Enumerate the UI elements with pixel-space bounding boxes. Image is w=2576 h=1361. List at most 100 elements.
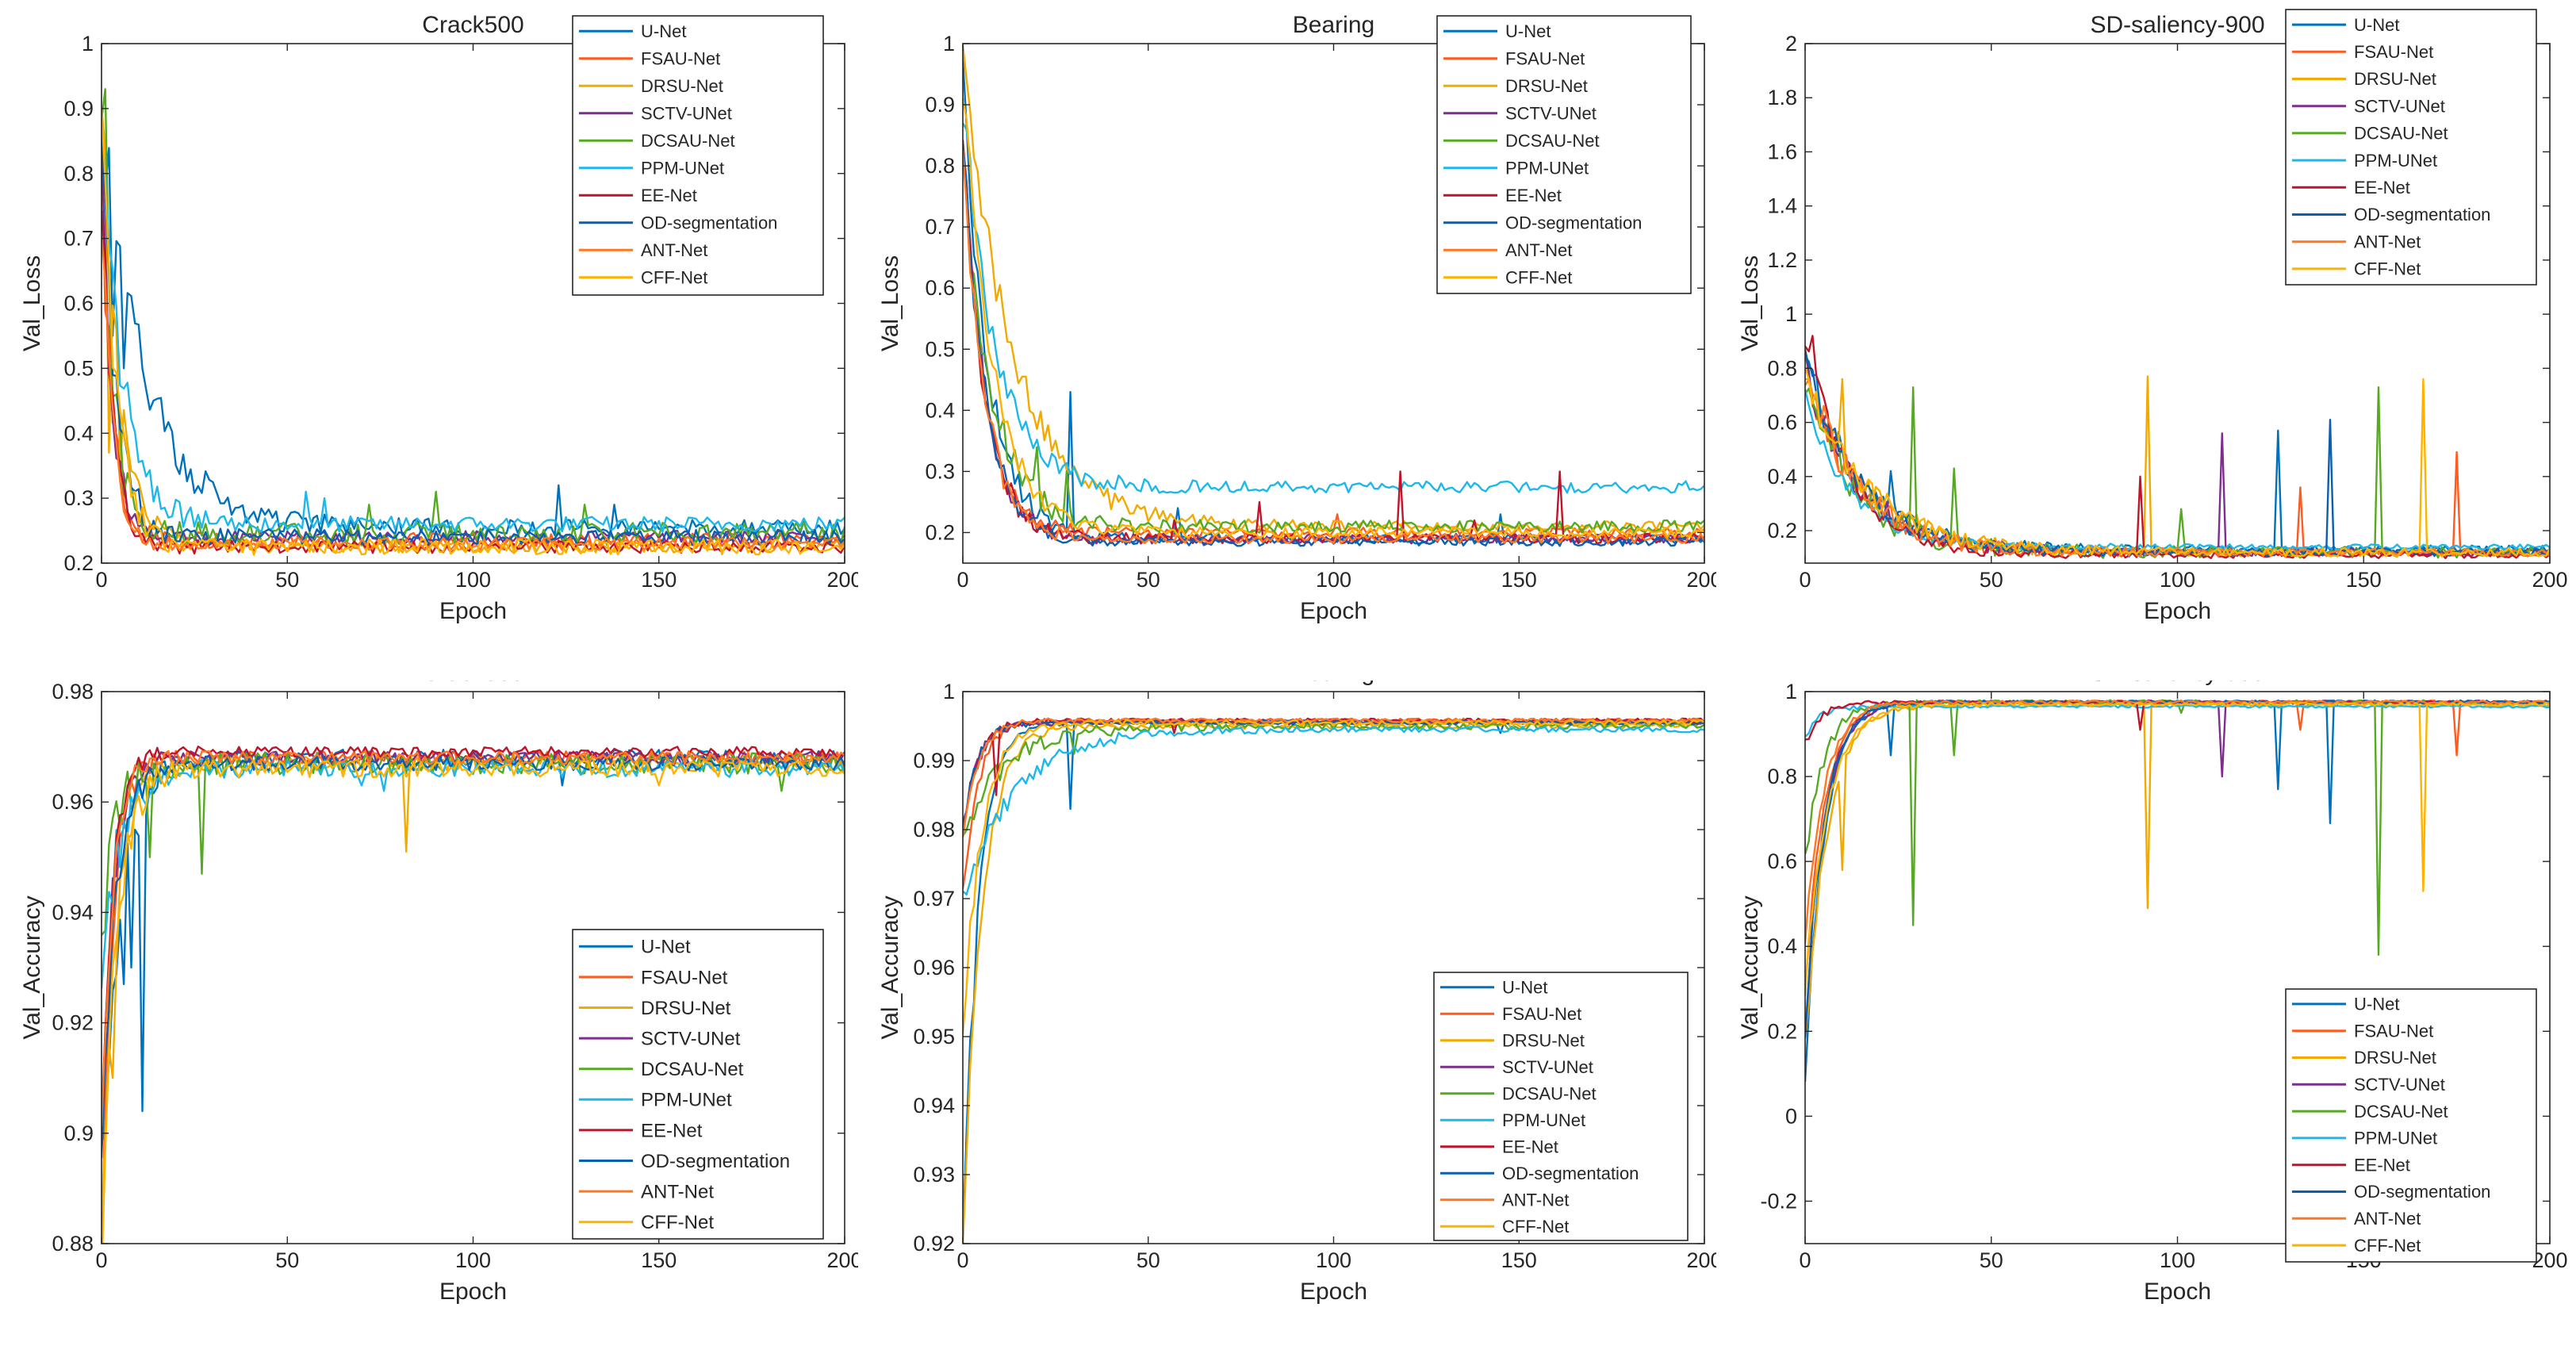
legend-label: OD-segmentation (641, 213, 777, 232)
legend-label: EE-Net (641, 186, 697, 205)
y-tick-label: 1 (1785, 302, 1797, 326)
legend-label: ANT-Net (1502, 1190, 1569, 1210)
series-lines (102, 88, 845, 556)
x-tick-label: 50 (1137, 568, 1160, 592)
legend-label: FSAU-Net (2354, 42, 2433, 62)
x-tick-label: 0 (95, 1248, 107, 1272)
y-tick-label: 0.93 (913, 1163, 955, 1187)
x-axis-label: Epoch (439, 598, 507, 624)
chart-title: SD-saliency-900 (2090, 680, 2264, 686)
y-tick-label: 1 (1785, 680, 1797, 704)
y-tick-label: 0.99 (913, 749, 955, 773)
x-axis-label: Epoch (1300, 598, 1367, 624)
y-tick-label: 1.4 (1767, 194, 1797, 218)
legend-label: SCTV-UNet (2354, 96, 2445, 116)
y-axis-label: Val_Loss (877, 255, 903, 351)
x-tick-label: 0 (95, 568, 107, 592)
y-tick-label: 0.7 (925, 215, 955, 239)
y-tick-label: 0.98 (52, 680, 94, 704)
legend: U-Net FSAU-Net DRSU-Net SCTV-UNet DCSAU-Net P… (572, 929, 824, 1240)
y-tick-label: 0.9 (63, 1121, 94, 1145)
legend-box (572, 15, 824, 296)
y-tick-label: 0.8 (925, 154, 955, 178)
y-axis-label: Val_Loss (19, 255, 45, 351)
legend-label: DCSAU-Net (641, 1059, 744, 1080)
chart-title: Bearing (1293, 680, 1374, 686)
y-tick-label: 0.5 (63, 356, 94, 380)
legend-label: SCTV-UNet (641, 1029, 741, 1050)
legend-label: DCSAU-Net (2354, 124, 2448, 144)
y-tick-label: 0.6 (1767, 411, 1797, 435)
y-tick-label: 0.98 (913, 818, 955, 842)
series-line-cff-net (1805, 366, 2550, 558)
legend-label: DCSAU-Net (1502, 1083, 1597, 1103)
y-tick-label: 0.6 (925, 276, 955, 300)
y-tick-label: 0.4 (925, 398, 955, 422)
series-line-cff-net (102, 109, 845, 556)
legend-label: EE-Net (1505, 186, 1562, 205)
x-tick-label: 0 (1799, 568, 1811, 592)
y-tick-label: 0.96 (52, 790, 94, 814)
series-line-dcsau-net (963, 150, 1704, 534)
y-tick-label: 1.6 (1767, 140, 1797, 163)
legend-label: SCTV-UNet (2354, 1075, 2445, 1095)
series-line-cff-net (963, 98, 1704, 539)
series-line-cff-net (1805, 701, 2550, 996)
x-tick-label: 200 (826, 568, 858, 592)
x-tick-label: 100 (455, 568, 491, 592)
y-axis-label: Val_Loss (1737, 255, 1763, 351)
x-tick-label: 150 (2346, 568, 2382, 592)
x-tick-label: 200 (1686, 568, 1716, 592)
y-axis-label: Val_Accuracy (19, 895, 45, 1039)
x-tick-label: 100 (2160, 1248, 2195, 1272)
x-tick-label: 100 (1316, 568, 1351, 592)
y-tick-label: 0.96 (913, 956, 955, 980)
legend-label: FSAU-Net (1502, 1004, 1581, 1024)
legend-box (2285, 988, 2537, 1263)
chart-bearing-loss: 0 50 100 150 200 0.2 0.3 0.4 0.5 0.6 0.7 0.8 0.9 1 Bea… (877, 12, 1716, 624)
legend-label: DCSAU-Net (641, 131, 735, 151)
y-tick-label: 0.4 (1767, 934, 1797, 958)
x-tick-label: 50 (1137, 1248, 1160, 1272)
legend: U-Net FSAU-Net DRSU-Net SCTV-UNet DCSAU-Net P… (1436, 15, 1692, 294)
legend-label: OD-segmentation (1505, 213, 1642, 232)
legend-label: FSAU-Net (641, 48, 720, 68)
legend-label: OD-segmentation (641, 1151, 790, 1172)
y-tick-label: 0.92 (913, 1232, 955, 1256)
x-tick-label: 100 (455, 1248, 491, 1272)
chart-bearing-accuracy: 0 50 100 150 200 0.92 0.93 0.94 0.95 0.96 0.97 0.98… (877, 680, 1716, 1305)
y-tick-label: 0 (1785, 1104, 1797, 1128)
x-tick-label: 200 (2532, 568, 2567, 592)
x-tick-label: 150 (1501, 1248, 1537, 1272)
legend-label: DCSAU-Net (2354, 1102, 2448, 1121)
series-line-ppm-unet (963, 726, 1704, 895)
x-tick-label: 0 (1799, 1248, 1811, 1272)
series-line-ant-net (963, 150, 1704, 545)
y-tick-label: -0.2 (1760, 1189, 1797, 1213)
y-tick-label: 0.2 (1767, 1019, 1797, 1043)
x-tick-label: 0 (956, 568, 968, 592)
series-line-cff-net (102, 759, 845, 1244)
chart-sd-saliency-900-loss: 0 50 100 150 200 0.2 0.4 0.6 0.8 1 1.2 1.4 1.6 1.8 2 SD… (1737, 9, 2568, 624)
x-tick-label: 150 (641, 568, 677, 592)
legend-label: FSAU-Net (641, 967, 728, 988)
series-lines (102, 746, 845, 1244)
legend-label: ANT-Net (1505, 240, 1572, 260)
legend-label: DCSAU-Net (1505, 131, 1600, 151)
series-line-ant-net (1805, 378, 2550, 558)
legend-label: PPM-UNet (2354, 1129, 2437, 1148)
y-tick-label: 0.97 (913, 887, 955, 911)
chart-sd-saliency-900-accuracy: 050100150200-0.200.20.40.60.81SD-salienc… (1737, 680, 2568, 1305)
series-line-ppm-unet (963, 122, 1704, 494)
series-line-ant-net (102, 750, 845, 1127)
y-tick-label: 1.8 (1767, 86, 1797, 109)
y-tick-label: 0.8 (63, 162, 94, 186)
legend-label: PPM-UNet (641, 1090, 732, 1111)
legend-label: EE-Net (1502, 1137, 1558, 1156)
chart-title: Crack500 (422, 680, 523, 686)
x-tick-label: 50 (275, 1248, 299, 1272)
series-line-ppm-unet (102, 126, 845, 533)
series-lines (963, 717, 1704, 1244)
chart-crack500-accuracy: 0 50 100 150 200 0.88 0.9 0.92 0.94 0.96 0.98 Crack… (19, 680, 858, 1305)
